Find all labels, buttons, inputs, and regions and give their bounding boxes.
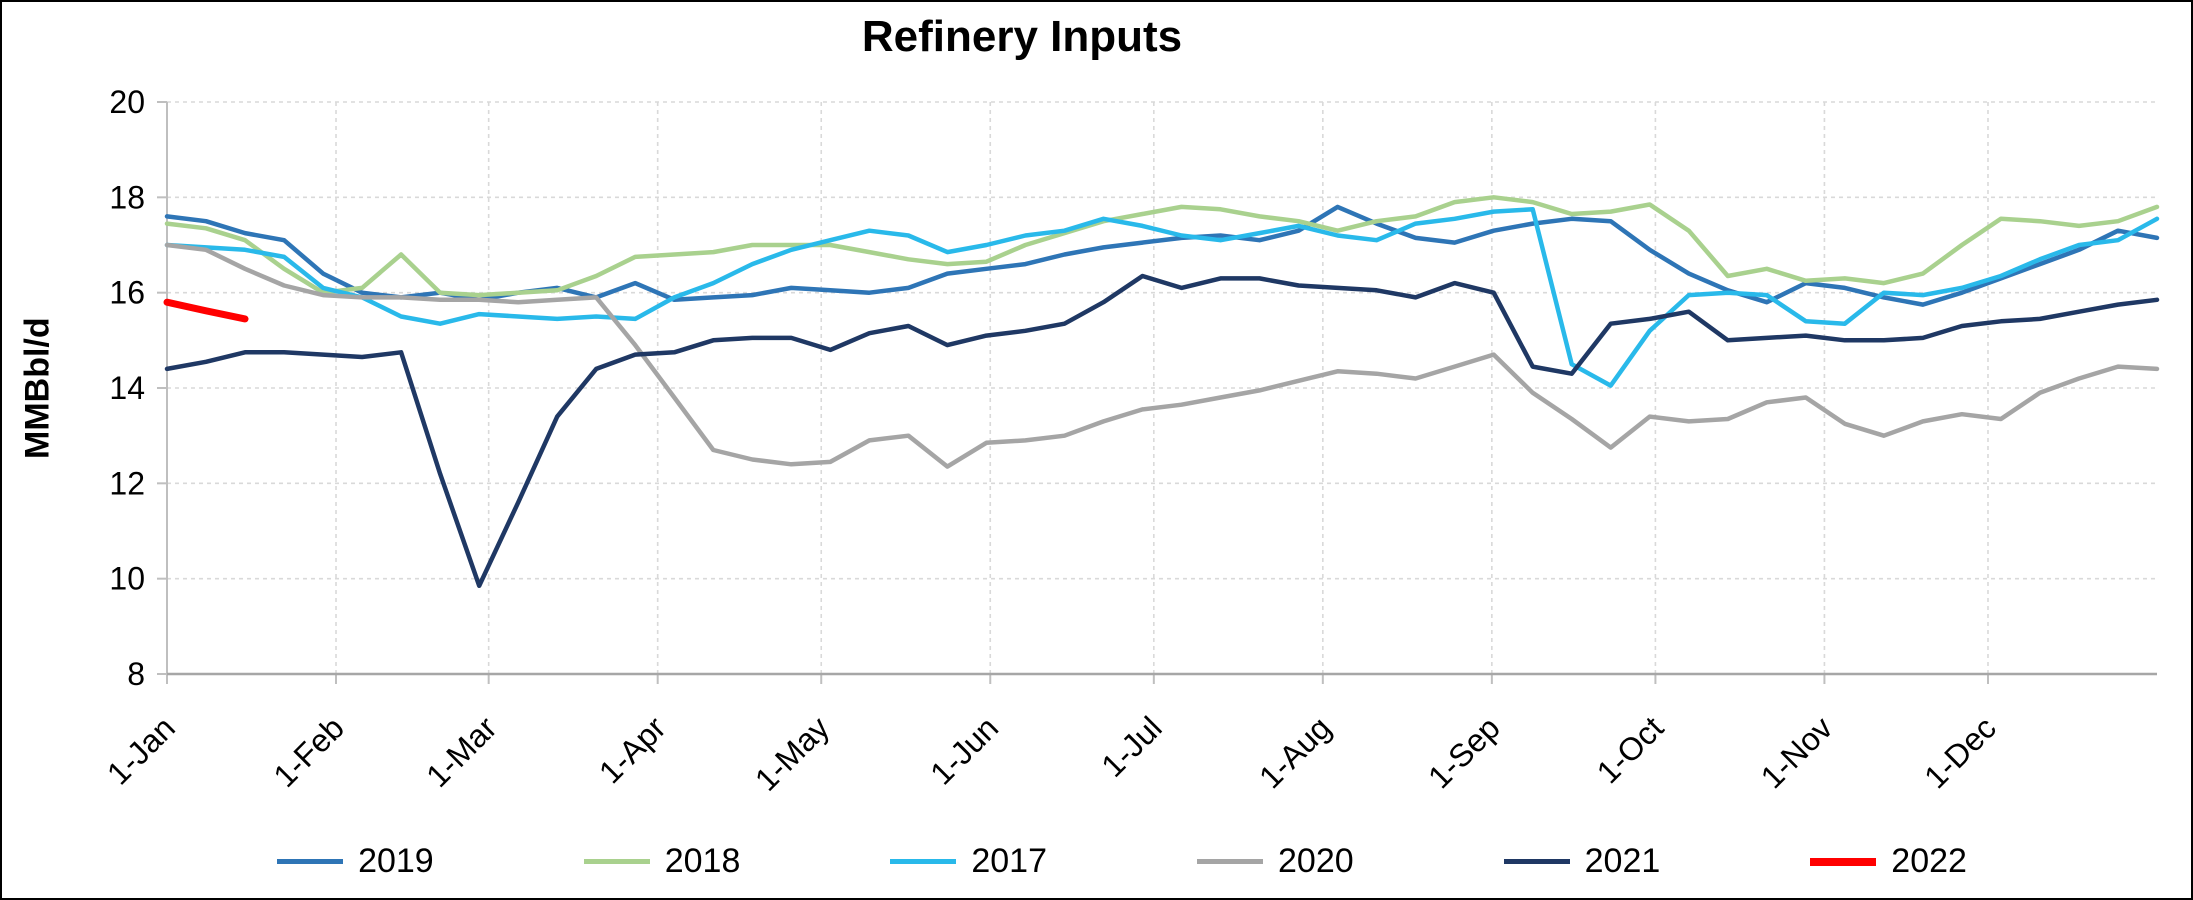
legend-swatch-2020	[1197, 859, 1263, 864]
y-tick-label: 12	[109, 465, 145, 501]
series-line-2022	[163, 298, 249, 323]
y-tick-label: 16	[109, 275, 145, 311]
x-tick-label: 1-Mar	[419, 709, 504, 794]
legend-swatch-2022	[1810, 857, 1877, 866]
series-line-2019	[164, 204, 2160, 307]
legend-label-2017: 2017	[971, 842, 1047, 880]
series-line-2021	[164, 273, 2160, 589]
x-tick-label: 1-Aug	[1252, 709, 1338, 795]
legend-swatch-2017	[890, 859, 957, 864]
legend-label-2022: 2022	[1891, 842, 1967, 880]
y-tick-label: 10	[109, 561, 145, 597]
legend: 2019 2018 2017 2020 2021 2022	[2, 842, 2191, 881]
chart-title: Refinery Inputs	[861, 12, 1183, 61]
x-tick-label: 1-Jul	[1094, 709, 1169, 784]
x-tick-label: 1-Apr	[592, 709, 673, 790]
legend-item-2019: 2019	[277, 842, 434, 881]
legend-item-2022: 2022	[1810, 842, 1967, 881]
legend-label-2021: 2021	[1584, 842, 1661, 880]
x-tick-label: 1-May	[748, 709, 836, 797]
legend-label-2018: 2018	[664, 842, 741, 880]
legend-item-2018: 2018	[583, 842, 741, 881]
series-line-2020	[164, 242, 2160, 469]
legend-item-2020: 2020	[1197, 842, 1354, 881]
x-tick-label: 1-Oct	[1590, 709, 1671, 790]
x-tick-label: 1-Jun	[923, 709, 1005, 791]
y-tick-label: 18	[109, 179, 145, 215]
legend-item-2017: 2017	[890, 842, 1047, 881]
legend-swatch-2018	[583, 859, 650, 864]
series-line-2017	[164, 207, 2160, 388]
legend-item-2021: 2021	[1503, 842, 1661, 881]
legend-swatch-2021	[1503, 859, 1570, 864]
y-tick-label: 20	[109, 84, 145, 120]
x-tick-label: 1-Nov	[1754, 709, 1840, 795]
x-tick-label: 1-Feb	[266, 709, 351, 794]
y-tick-label: 14	[109, 370, 145, 406]
legend-swatch-2019	[277, 859, 344, 864]
legend-label-2019: 2019	[358, 842, 434, 880]
y-tick-label: 8	[127, 656, 145, 692]
x-tick-label: 1-Sep	[1421, 709, 1507, 795]
x-tick-label: 1-Dec	[1917, 709, 2003, 795]
series-line-2018	[164, 195, 2160, 298]
x-tick-label: 1-Jan	[100, 709, 182, 791]
legend-label-2020: 2020	[1278, 842, 1354, 880]
